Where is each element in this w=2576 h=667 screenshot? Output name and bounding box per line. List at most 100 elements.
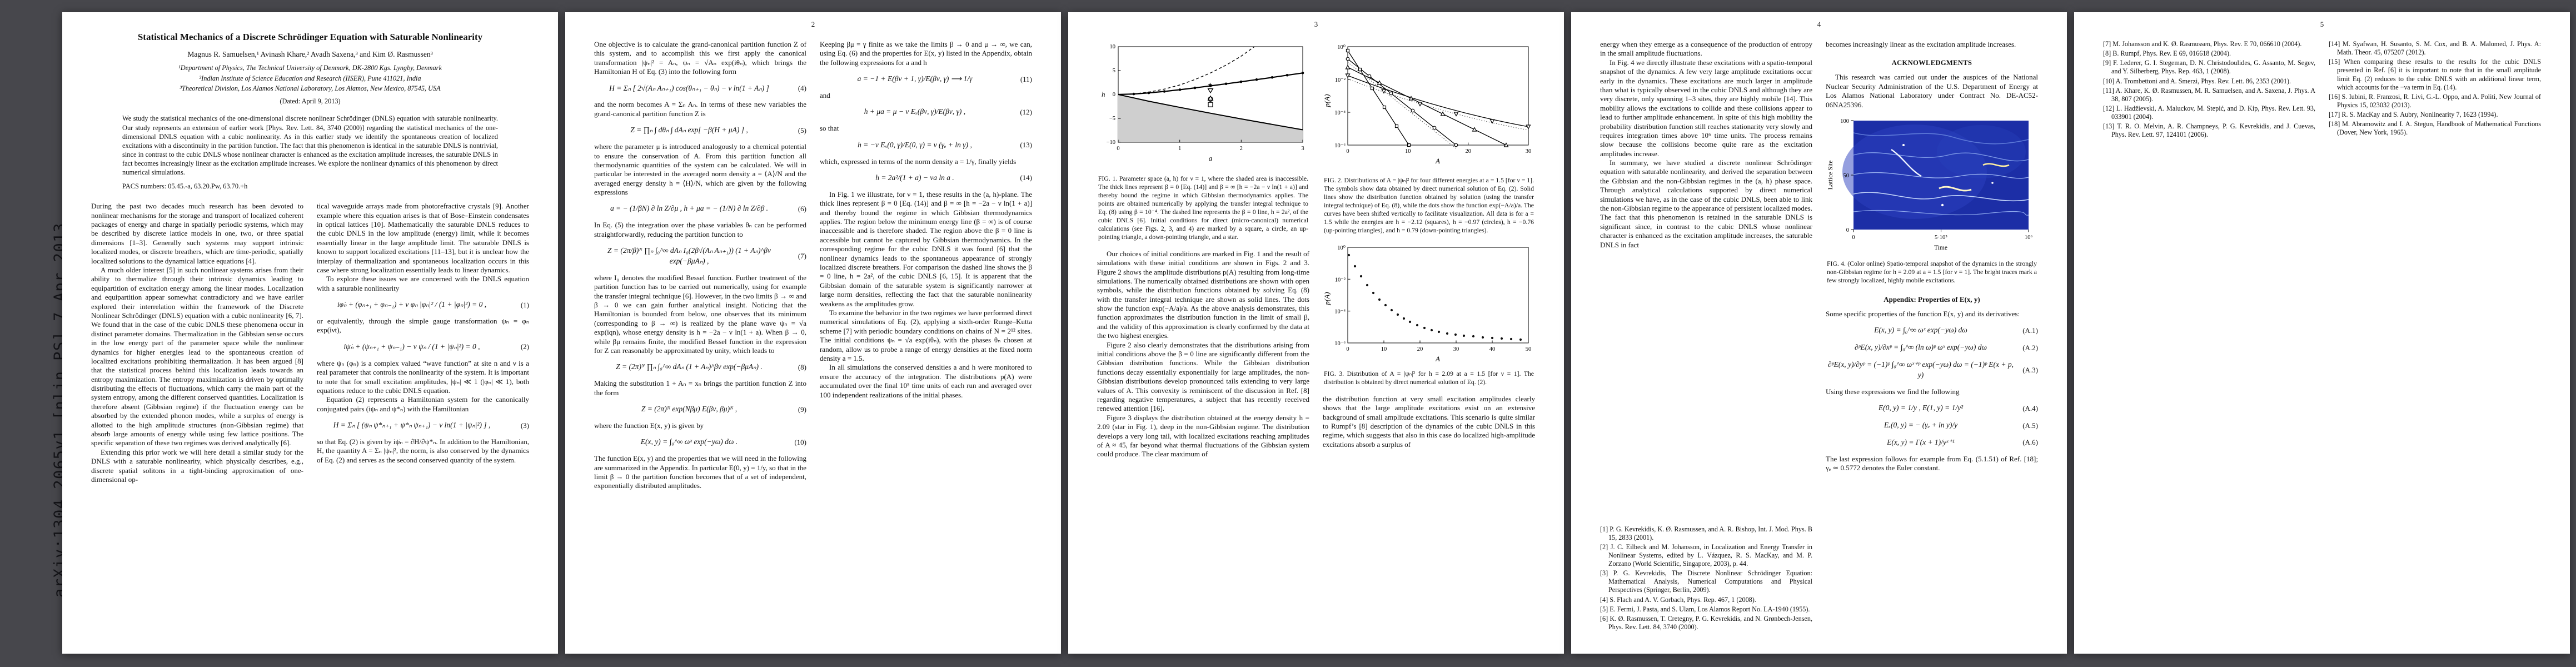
reference-item: [13] T. R. O. Melvin, A. R. Champneys, P… [2103, 122, 2315, 139]
svg-text:3: 3 [1301, 146, 1304, 152]
equation-4: H = Σₙ [ 2√(Aₙ Aₙ₊₁) cos(θₙ₊₁ − θₙ) − ν … [594, 83, 806, 94]
title-block: Statistical Mechanics of a Discrete Schr… [91, 31, 529, 191]
fig1-y-tick-labels: 10 5 0 −5 −10 [1107, 44, 1115, 146]
paragraph: and [820, 91, 830, 100]
svg-text:10: 10 [1110, 44, 1116, 50]
reference-item: [2] J. C. Eilbeck and M. Johansson, in L… [1600, 542, 1812, 568]
fig4-x-tick-labels: 0 5·10⁵ 10⁶ [1852, 235, 2032, 241]
equation-6: a = − (1/βN) ∂ ln Z/∂μ , h + μa = − (1/N… [594, 203, 806, 214]
paragraph: To examine the behavior in the two regim… [820, 308, 1032, 362]
fig3-axis-ticks [1347, 247, 1529, 344]
fig4-y-tick-labels: 100 50 0 [1840, 118, 1849, 233]
equation-number: (14) [1020, 173, 1032, 182]
equation-number: (9) [798, 405, 806, 414]
svg-text:10⁰: 10⁰ [1337, 44, 1346, 51]
equation-number: (A.6) [2022, 438, 2038, 447]
equation-number: (11) [1020, 74, 1032, 83]
svg-text:1: 1 [1178, 146, 1181, 152]
equation-formula: a = − (1/βN) ∂ ln Z/∂μ , h + μa = − (1/N… [610, 204, 769, 213]
pacs-line: PACS numbers: 05.45.-a, 63.20.Pw, 63.70.… [122, 182, 248, 191]
paragraph: In Fig. 4 we directly illustrate these e… [1600, 58, 1812, 158]
paper-title: Statistical Mechanics of a Discrete Schr… [137, 32, 483, 42]
paragraph: The function E(x, y) and the properties … [594, 454, 806, 490]
reference-item: [8] B. Rumpf, Phys. Rev. E 69, 016618 (2… [2103, 49, 2231, 58]
page4-right-column: becomes increasingly linear as the excit… [1826, 40, 2038, 647]
equation-number: (1) [520, 300, 529, 309]
equation-A6: E(x, y) = Γ(x + 1)/yˣ⁺¹ (A.6) [1826, 437, 2038, 448]
fig2-x-tick-labels: 0 10 20 30 [1346, 148, 1531, 155]
equation-2: iψ̇ₙ + (ψₙ₊₁ + ψₙ₋₁) − ν ψₙ / (1 + |ψₙ|²… [317, 342, 529, 352]
equation-formula: Eₓ(0, y) = − (γₑ + ln y)/y [1884, 421, 1958, 430]
reference-item: [18] M. Abramowitz and I. A. Stegun, Han… [2329, 120, 2541, 137]
equation-formula: iψ̇ₙ + (ψₙ₊₁ + ψₙ₋₁) − ν ψₙ / (1 + |ψₙ|²… [343, 342, 480, 351]
page-2: 2 One objective is to calculate the gran… [565, 12, 1061, 654]
reference-item: [12] L. Hadžievski, A. Maluckov, M. Step… [2103, 104, 2315, 121]
page-4: 4 energy when they emerge as a consequen… [1571, 12, 2067, 654]
svg-text:−10: −10 [1107, 140, 1115, 146]
paragraph: Extending this prior work we will here d… [91, 447, 303, 484]
paragraph: During the past two decades much researc… [91, 202, 303, 265]
equation-number: (A.5) [2022, 421, 2038, 430]
affiliation-2: ²Indian Institute of Science Education a… [199, 74, 421, 82]
appendix-heading: Appendix: Properties of E(x, y) [1884, 295, 1980, 303]
equation-A3: ∂ᵖE(x, y)/∂yᵖ = (−1)ᵖ ∫₀^∞ ωˣ⁺ᵖ exp(−yω)… [1826, 360, 2038, 381]
figure-1: ★ 0 1 2 [1097, 42, 1309, 242]
paragraph: One objective is to calculate the grand-… [594, 40, 806, 76]
fig2-gibbsian-lines [1347, 50, 1529, 146]
paragraph: Using these expressions we find the foll… [1826, 387, 1960, 396]
svg-text:0: 0 [1852, 235, 1855, 241]
reference-item: [3] P. G. Kevrekidis, The Discrete Nonli… [1600, 569, 1812, 594]
page1-right-column: tical waveguide arrays made from photore… [317, 202, 529, 604]
figure-3-caption: FIG. 3. Distribution of A = |ψₙ|² for h … [1324, 370, 1534, 386]
cubic-dnls-dashed-line [1118, 46, 1255, 95]
fig1-axis-ticks [1118, 46, 1303, 143]
svg-text:10⁶: 10⁶ [2025, 235, 2033, 241]
equation-formula: Z = (2π)ᴺ exp(Nβμ) E(βν, βμ)ᴺ , [641, 405, 738, 414]
svg-text:10⁻⁴: 10⁻⁴ [1334, 308, 1346, 315]
svg-text:50: 50 [1526, 346, 1532, 352]
equation-formula: ∂ᵖE(x, y)/∂xᵖ = ∫₀^∞ (ln ω)ᵖ ωˣ exp(−yω)… [1855, 343, 1987, 352]
equation-formula: H = Σₙ [ (ψₙ ψ*ₙ₊₁ + ψ*ₙ ψₙ₊₁) − ν ln(1 … [333, 421, 491, 430]
equation-formula: Z = (2π/β)ᴺ ∏ₙ ∫₀^∞ dAₙ I₀(2β√(Aₙ Aₙ₊₁))… [607, 246, 771, 266]
paragraph: This research was carried out under the … [1826, 73, 2038, 109]
equation-12: h + μa = μ − ν Eₓ(βν, γ)/E(βν, γ) , (12) [820, 107, 1032, 117]
page-3-number: 3 [1314, 20, 1318, 28]
paragraph: where I₀ denotes the modified Bessel fun… [594, 273, 806, 355]
fig2-exp-dots [1347, 62, 1529, 149]
equation-number: (4) [798, 84, 806, 92]
equation-formula: E(0, y) = 1/y , E(1, y) = 1/y² [1878, 404, 1964, 412]
fig2-square-series [1346, 48, 1411, 147]
paragraph: Our choices of initial conditions are ma… [1097, 249, 1309, 340]
paragraph: where ψₙ (φₙ) is a complex valued “wave … [317, 359, 529, 395]
equation-8: Z = (2π)ᴺ ∏ₙ ∫₀^∞ dAₙ (1 + Aₙ)^βν exp(−β… [594, 362, 806, 372]
reference-item: [14] M. Syafwan, H. Susanto, S. M. Cox, … [2329, 40, 2541, 57]
page2-right-column: Keeping βμ = γ finite as we take the lim… [820, 40, 1032, 647]
equation-A2: ∂ᵖE(x, y)/∂xᵖ = ∫₀^∞ (ln ω)ᵖ ωˣ exp(−yω)… [1826, 342, 2038, 353]
equation-number: (10) [794, 437, 806, 446]
reference-item: [4] S. Flach and A. V. Gorbach, Phys. Re… [1600, 595, 1756, 604]
paragraph: In Eq. (5) the integration over the phas… [594, 221, 806, 238]
page-5: 5 [7] M. Johansson and K. Ø. Rasmussen, … [2074, 12, 2570, 654]
authors-line: Magnus R. Samuelsen,¹ Avinash Khare,² Av… [187, 50, 433, 59]
fig4-axis-ticks [1851, 120, 2029, 232]
svg-text:0: 0 [1113, 92, 1115, 98]
paragraph: Making the substitution 1 + Aₙ = xₙ brin… [594, 379, 806, 397]
equation-number: (13) [1020, 141, 1032, 150]
heatmap-bright-spots [1902, 143, 1994, 207]
figure-2: 0 10 20 30 10⁰ 10⁻² 10⁻⁴ 10⁻⁶ [1323, 42, 1535, 235]
svg-text:50: 50 [1843, 173, 1850, 179]
fig3-distribution-points [1347, 253, 1522, 341]
paragraph: energy when they emerge as a consequence… [1600, 40, 1812, 58]
reference-item: [7] M. Johansson and K. Ø. Rasmussen, Ph… [2103, 40, 2302, 48]
fig1-x-axis-label: a [1209, 154, 1213, 162]
figure-4: 0 5·10⁵ 10⁶ 100 50 0 Lattice Site Time [1826, 116, 2038, 285]
svg-text:10⁻⁴: 10⁻⁴ [1334, 110, 1346, 116]
paragraph: so that Eq. (2) is given by iψ̇ₙ = ∂H/∂ψ… [317, 437, 529, 464]
equation-A1: E(x, y) = ∫₀^∞ ωˣ exp(−yω) dω (A.1) [1826, 325, 2038, 336]
paragraph: where the parameter μ is introduced anal… [594, 142, 806, 197]
equation-number: (A.2) [2022, 343, 2038, 352]
reference-item: [17] R. S. MacKay and S. Aubry, Nonlinea… [2329, 111, 2498, 118]
equation-number: (7) [798, 252, 806, 261]
reference-item: [9] F. Lederer, G. I. Stegeman, D. N. Ch… [2103, 59, 2315, 76]
fig3-x-tick-labels: 0 10 20 30 40 50 [1346, 346, 1531, 352]
